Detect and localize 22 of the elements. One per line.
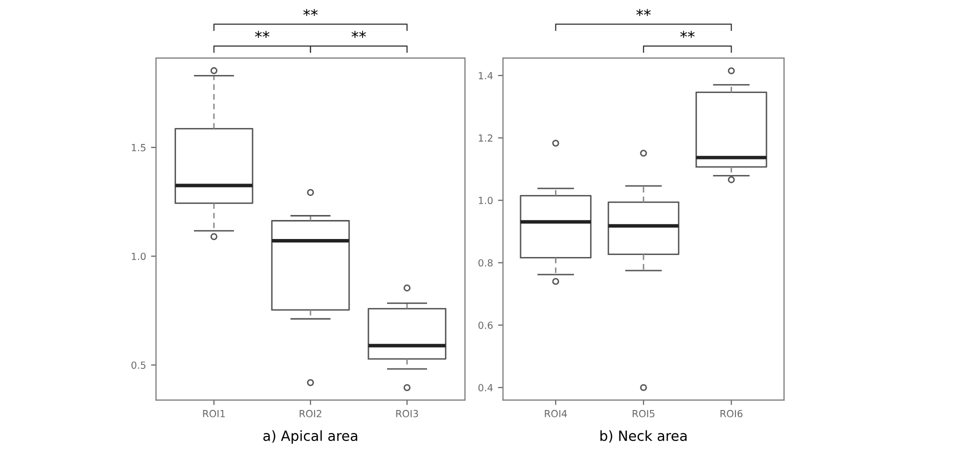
x-tick-label: ROI4 bbox=[544, 410, 567, 418]
y-tick-label: 1.0 bbox=[132, 252, 146, 260]
y-tick-label: 0.6 bbox=[478, 322, 493, 329]
x-tick-label: ROI1 bbox=[203, 410, 225, 418]
x-tick-label: ROI5 bbox=[632, 410, 654, 418]
y-tick-label: 1.4 bbox=[478, 72, 493, 80]
y-tick-label: 1.5 bbox=[132, 144, 146, 152]
y-tick-label: 1.2 bbox=[478, 134, 492, 142]
x-axis-title: b) Neck area bbox=[600, 430, 687, 443]
y-tick-label: 0.4 bbox=[478, 384, 493, 392]
text: ** bbox=[352, 30, 366, 38]
x-tick-label: ROI6 bbox=[720, 410, 742, 418]
x-tick-label: ROI2 bbox=[300, 410, 322, 418]
y-tick-label: 0.8 bbox=[478, 259, 493, 267]
y-tick-label: 0.5 bbox=[131, 361, 146, 369]
x-axis-title: a) Apical area bbox=[263, 430, 358, 444]
text: ** bbox=[255, 30, 270, 38]
x-tick-label: ROI3 bbox=[396, 410, 418, 418]
text: ** bbox=[680, 30, 695, 38]
y-tick-label: 1.0 bbox=[478, 196, 493, 204]
text: ** bbox=[636, 8, 651, 16]
text: ** bbox=[303, 8, 318, 16]
